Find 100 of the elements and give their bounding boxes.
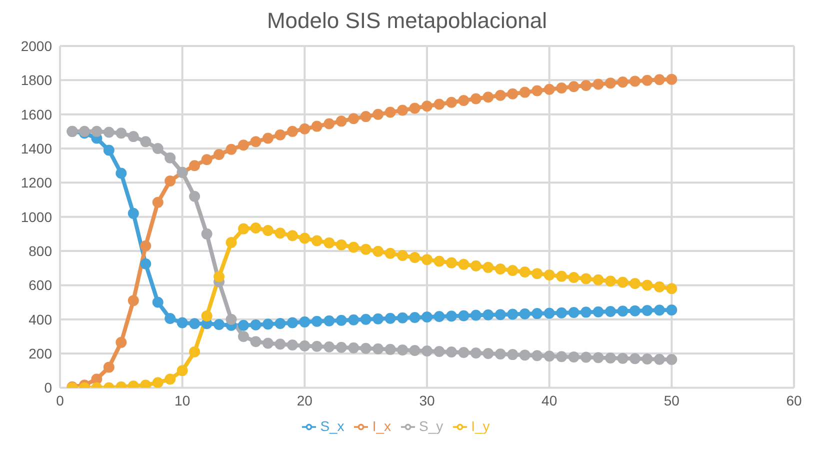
point (642, 304, 653, 316)
point (654, 74, 665, 86)
point (201, 228, 212, 240)
point (214, 318, 225, 330)
y-tick-label: 1200 (20, 174, 52, 191)
point (336, 116, 347, 127)
point (654, 281, 665, 292)
point (458, 347, 470, 358)
point (103, 126, 114, 138)
point (592, 352, 604, 364)
point (262, 132, 274, 144)
y-tick-label: 1800 (20, 72, 52, 88)
point (250, 319, 262, 330)
point (494, 90, 506, 101)
point (214, 148, 225, 160)
point (434, 98, 445, 110)
point (250, 136, 262, 148)
point (482, 262, 494, 273)
point (262, 225, 274, 236)
point (482, 348, 494, 360)
point (128, 208, 139, 219)
point (422, 254, 432, 266)
point (544, 308, 555, 319)
point (580, 306, 592, 318)
point (286, 317, 298, 328)
point (140, 136, 152, 148)
point (238, 330, 249, 342)
y-tick-label: 1000 (20, 208, 52, 225)
point (654, 354, 665, 365)
point (348, 314, 360, 326)
point (397, 344, 408, 356)
point (372, 108, 384, 120)
point (201, 310, 212, 322)
point (286, 230, 298, 242)
point (140, 240, 152, 252)
point (507, 308, 518, 320)
point (189, 318, 200, 330)
x-tick-label: 50 (664, 392, 680, 409)
point (434, 310, 445, 322)
point (666, 304, 678, 316)
point (299, 123, 310, 134)
point (422, 345, 432, 356)
y-tick-label: 1400 (20, 140, 52, 156)
point (580, 273, 592, 284)
point (666, 354, 678, 366)
point (336, 314, 347, 326)
point (532, 350, 543, 362)
x-tick-label: 20 (296, 392, 313, 409)
point (434, 346, 445, 357)
point (666, 283, 678, 294)
point (360, 314, 372, 325)
point (568, 272, 580, 284)
y-tick-label: 800 (28, 242, 52, 259)
point (176, 365, 188, 376)
point (519, 350, 530, 361)
point (201, 154, 212, 166)
point (262, 338, 274, 349)
point (556, 351, 568, 362)
point (568, 307, 580, 318)
point (519, 86, 530, 98)
point (286, 339, 298, 350)
point (458, 258, 470, 270)
point (348, 242, 360, 253)
point (446, 310, 457, 322)
point (299, 316, 310, 328)
point (152, 296, 164, 308)
point (654, 304, 665, 316)
point (592, 306, 604, 318)
point (409, 312, 420, 323)
point (189, 160, 200, 172)
point (617, 352, 628, 364)
point (544, 350, 555, 362)
point (482, 309, 494, 320)
point (446, 96, 457, 108)
point (458, 95, 470, 106)
point (372, 343, 384, 354)
point (666, 74, 678, 85)
point (189, 346, 200, 358)
point (494, 309, 506, 320)
point (617, 276, 628, 288)
point (642, 280, 653, 291)
point (116, 168, 127, 179)
point (311, 340, 322, 352)
point (434, 256, 445, 267)
point (605, 306, 616, 318)
point (274, 338, 286, 350)
point (372, 313, 384, 324)
point (348, 113, 360, 124)
point (470, 93, 482, 104)
point (568, 351, 580, 362)
point (422, 311, 432, 322)
point (544, 269, 555, 280)
point (189, 190, 200, 202)
point (286, 126, 298, 137)
point (311, 120, 322, 132)
x-tick-label: 40 (542, 392, 558, 409)
point (238, 140, 249, 151)
point (519, 308, 530, 320)
point (409, 344, 420, 356)
legend-label: S_x (320, 418, 344, 434)
